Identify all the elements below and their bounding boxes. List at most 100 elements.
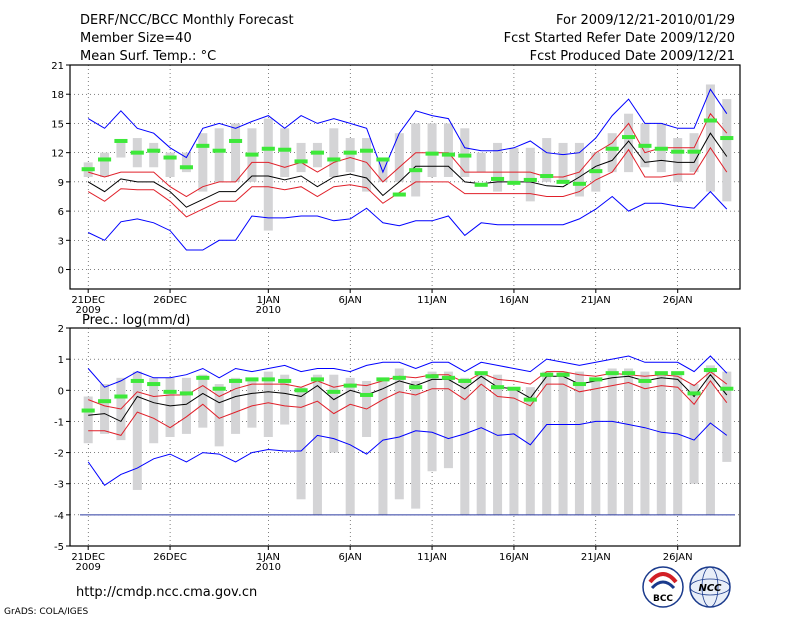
y-tick-label: 3 xyxy=(58,236,64,247)
median-marker xyxy=(720,136,734,141)
median-marker xyxy=(114,138,128,143)
y-tick-label: -2 xyxy=(54,449,64,460)
median-marker xyxy=(261,146,275,151)
median-marker xyxy=(392,192,406,197)
x-tick-label: 21JAN xyxy=(581,552,611,563)
median-marker xyxy=(638,378,652,383)
ensemble-mean-line xyxy=(87,132,728,208)
median-marker xyxy=(687,391,701,396)
median-marker xyxy=(376,157,390,162)
ensemble-box xyxy=(705,365,715,515)
median-marker xyxy=(130,150,144,155)
median-marker xyxy=(671,371,685,376)
median-marker xyxy=(703,118,717,123)
y-tick-label: 21 xyxy=(51,61,64,72)
median-marker xyxy=(654,371,668,376)
median-marker xyxy=(81,167,95,172)
median-marker xyxy=(556,372,570,377)
ensemble-box xyxy=(247,377,257,428)
ensemble-box xyxy=(165,377,175,437)
ensemble-box xyxy=(214,128,224,182)
ensemble-box xyxy=(427,123,437,177)
ensemble-box xyxy=(640,371,650,515)
median-marker xyxy=(441,152,455,157)
x-tick-label: 21DEC xyxy=(71,295,105,306)
ensemble-box xyxy=(394,133,404,182)
median-marker xyxy=(491,176,505,181)
ensemble-box xyxy=(100,384,110,434)
x-tick-label: 21DEC xyxy=(71,552,105,563)
variable-label-precip: Prec.: log(mm/d) xyxy=(82,313,190,328)
median-marker xyxy=(343,383,357,388)
y-tick-label: 0 xyxy=(58,386,64,397)
forecast-produced-date: Fcst Produced Date 2009/12/21 xyxy=(530,49,735,64)
ensemble-box xyxy=(83,396,93,444)
ensemble-box xyxy=(558,142,568,182)
ensemble-box xyxy=(607,133,617,173)
median-marker xyxy=(245,377,259,382)
x-tick-label: 6JAN xyxy=(338,552,361,563)
median-marker xyxy=(327,389,341,394)
ensemble-box xyxy=(312,142,322,168)
ensemble-mean-line xyxy=(88,373,728,423)
median-marker xyxy=(179,391,193,396)
median-marker xyxy=(130,378,144,383)
median-marker xyxy=(294,159,308,164)
ensemble-box xyxy=(689,384,699,484)
median-marker xyxy=(212,148,226,153)
median-marker xyxy=(343,150,357,155)
median-marker xyxy=(638,143,652,148)
median-marker xyxy=(310,150,324,155)
median-marker xyxy=(196,143,210,148)
median-marker xyxy=(327,157,341,162)
y-tick-label: -4 xyxy=(54,511,64,522)
ensemble-box xyxy=(394,368,404,500)
variable-label-temp: Mean Surf. Temp.: °C xyxy=(80,49,216,64)
source-url[interactable]: http://cmdp.ncc.cma.gov.cn xyxy=(76,585,257,600)
plot-frame xyxy=(69,327,741,547)
x-tick-sublabel: 2009 xyxy=(75,562,100,573)
median-marker xyxy=(589,169,603,174)
lower-percentile-line xyxy=(87,146,728,218)
ensemble-box xyxy=(116,142,126,158)
ensemble-box xyxy=(722,371,732,462)
ensemble-box xyxy=(673,371,683,515)
median-marker xyxy=(98,157,112,162)
ensemble-box xyxy=(509,147,519,182)
ensemble-box xyxy=(460,128,470,177)
ensemble-box xyxy=(149,377,159,444)
ensemble-box xyxy=(476,371,486,515)
median-marker xyxy=(622,135,636,140)
ensemble-box xyxy=(165,152,175,177)
median-marker xyxy=(261,377,275,382)
ensemble-box xyxy=(574,142,584,197)
median-marker xyxy=(523,177,537,182)
y-tick-label: 6 xyxy=(58,207,64,218)
ensemble-min-line xyxy=(87,190,728,251)
median-marker xyxy=(589,377,603,382)
median-marker xyxy=(540,174,554,179)
x-tick-sublabel: 2010 xyxy=(256,305,281,316)
median-marker xyxy=(212,386,226,391)
median-marker xyxy=(622,371,636,376)
median-marker xyxy=(556,179,570,184)
ensemble-box xyxy=(378,157,388,182)
ensemble-box xyxy=(345,138,355,173)
bcc-logo-text: BCC xyxy=(653,594,673,604)
median-marker xyxy=(687,149,701,154)
median-marker xyxy=(458,153,472,158)
median-marker xyxy=(392,375,406,380)
median-marker xyxy=(605,146,619,151)
x-tick-label: 26JAN xyxy=(663,552,693,563)
x-tick-label: 11JAN xyxy=(417,552,447,563)
ensemble-box xyxy=(443,371,453,469)
median-marker xyxy=(98,399,112,404)
median-marker xyxy=(507,180,521,185)
ensemble-box xyxy=(198,133,208,192)
lower-percentile-line xyxy=(88,380,728,436)
ensemble-min-line xyxy=(87,420,728,486)
forecast-start-date: Fcst Started Refer Date 2009/12/20 xyxy=(504,31,735,46)
median-marker xyxy=(507,386,521,391)
